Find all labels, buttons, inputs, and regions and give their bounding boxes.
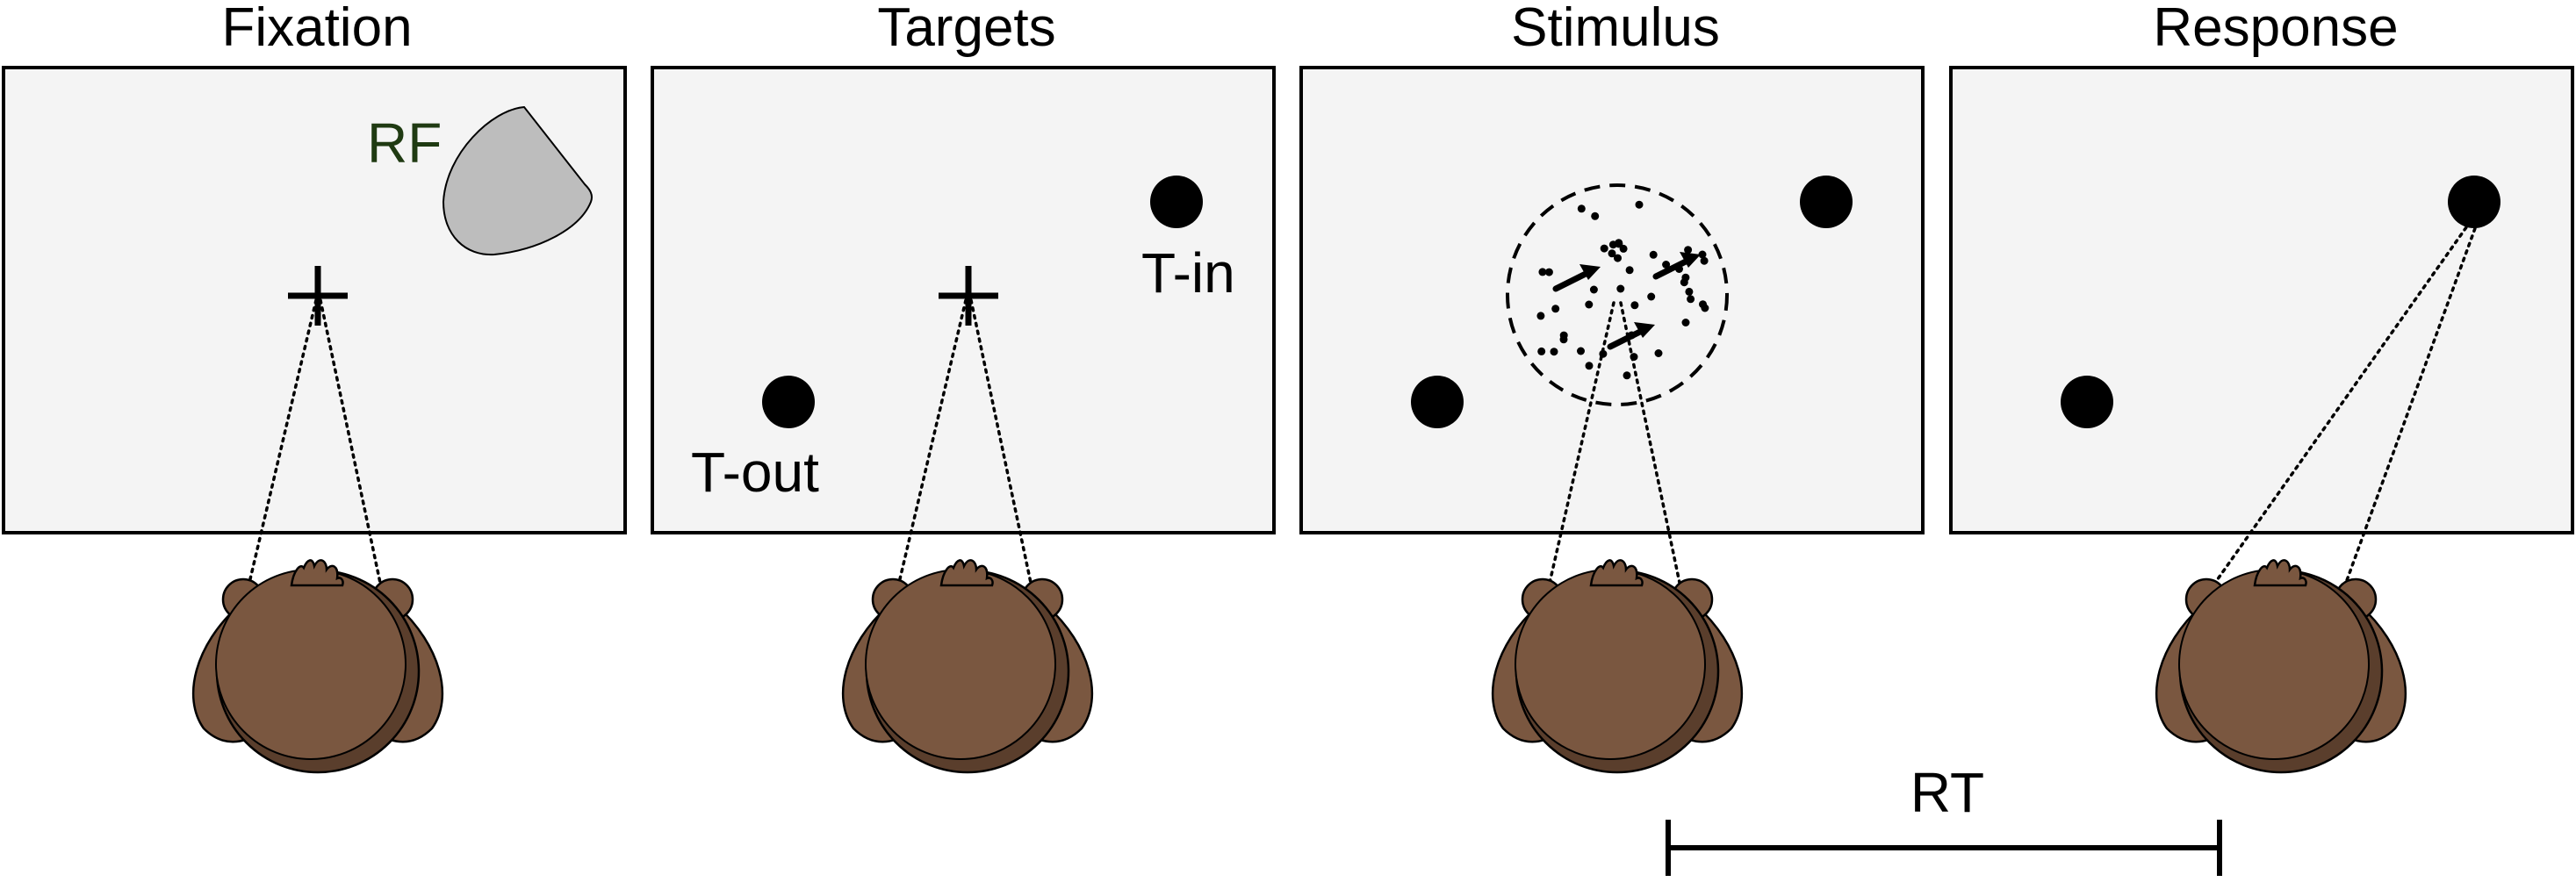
rt-label: RT	[1910, 761, 1984, 824]
motion-dot	[1685, 287, 1694, 296]
motion-dot	[1585, 362, 1594, 370]
motion-dot	[1647, 292, 1656, 301]
panel-title-response: Response	[2153, 0, 2398, 58]
motion-dot	[1608, 249, 1616, 258]
screen-stimulus	[1299, 66, 1925, 534]
screen-response	[1949, 66, 2574, 534]
motion-dot	[1684, 246, 1693, 255]
motion-dot	[1680, 278, 1688, 287]
motion-dot	[1654, 349, 1663, 357]
target-out-label: T-out	[691, 441, 819, 504]
motion-dot	[1577, 347, 1585, 355]
motion-dot	[1615, 240, 1623, 248]
target-dot-icon	[1411, 376, 1464, 428]
gaze-lines-stimulus	[1548, 301, 1681, 584]
target-dot-icon	[1150, 176, 1203, 228]
motion-dot	[1698, 250, 1707, 259]
target-dot-icon	[1800, 176, 1853, 228]
motion-dot	[1536, 312, 1545, 320]
monkey-head-icon	[191, 559, 444, 774]
motion-dot	[1681, 319, 1690, 326]
target-dot-icon	[2061, 376, 2113, 428]
motion-dot	[1662, 261, 1671, 269]
motion-dot	[1649, 250, 1658, 259]
motion-dot	[1623, 371, 1631, 380]
fixation-cross-icon	[288, 266, 348, 326]
motion-dot	[1551, 305, 1560, 313]
motion-dot	[1630, 301, 1639, 310]
panel-title-stimulus: Stimulus	[1511, 0, 1720, 58]
target-dot-icon	[2448, 176, 2500, 228]
fixation-cross-icon	[939, 266, 998, 326]
motion-dot	[1616, 284, 1625, 293]
panel-title-fixation: Fixation	[221, 0, 412, 58]
gaze-lines-response	[2213, 219, 2479, 584]
motion-dot	[1544, 268, 1553, 276]
monkey-head-icon	[2155, 559, 2407, 774]
motion-dot	[1600, 244, 1608, 253]
motion-dot	[1577, 204, 1586, 213]
motion-dot	[1559, 335, 1568, 344]
gaze-lines-fixation	[248, 298, 382, 584]
motion-aperture	[1506, 183, 1729, 406]
target-dot-icon	[762, 376, 815, 428]
monkey-head-icon	[1491, 559, 1744, 774]
motion-dot	[1625, 266, 1634, 275]
motion-dot	[1687, 295, 1695, 304]
motion-dot	[1614, 254, 1622, 262]
motion-dot	[1701, 304, 1709, 312]
motion-dot	[1538, 268, 1547, 276]
panel-title-targets: Targets	[877, 0, 1055, 58]
motion-dot	[1635, 200, 1644, 209]
motion-dot	[1700, 256, 1709, 265]
motion-dot	[1585, 300, 1594, 309]
motion-dot	[1537, 347, 1546, 355]
motion-dot	[1550, 348, 1558, 356]
gaze-lines-targets	[897, 298, 1033, 584]
rf-label: RF	[367, 111, 442, 175]
motion-dot	[1589, 285, 1598, 294]
rt-bracket	[1666, 820, 2222, 876]
monkey-head-icon	[841, 559, 1094, 774]
receptive-field-shape	[442, 105, 594, 256]
target-in-label: T-in	[1141, 241, 1235, 305]
screen-targets	[651, 66, 1276, 534]
motion-dot	[1591, 212, 1600, 220]
